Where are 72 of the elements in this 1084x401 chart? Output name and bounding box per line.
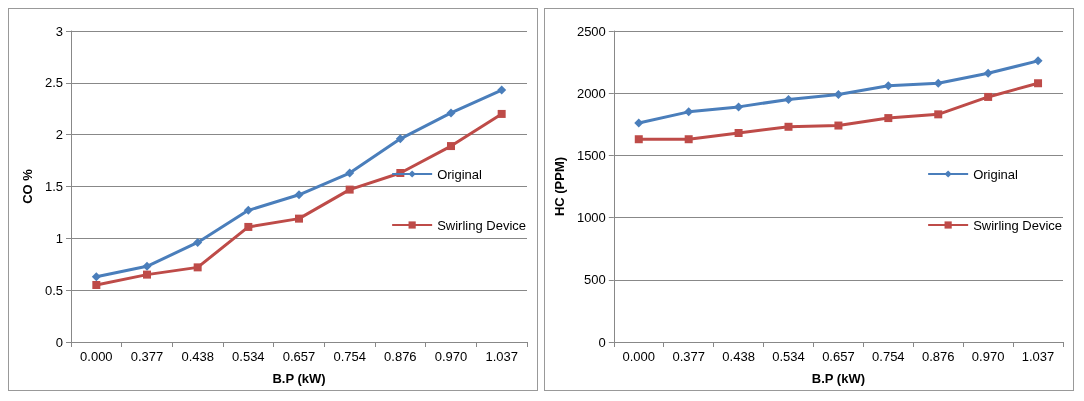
y-tick-label: 2 xyxy=(55,127,63,143)
point xyxy=(497,109,506,118)
point xyxy=(497,85,507,95)
x-tick-label: 1.037 xyxy=(485,349,518,364)
point xyxy=(883,81,893,91)
x-tick-label: 0.438 xyxy=(181,349,214,364)
point xyxy=(295,214,303,223)
legend-label: Original xyxy=(973,166,1019,182)
point xyxy=(934,110,943,119)
point xyxy=(345,168,355,178)
point xyxy=(884,114,893,123)
point xyxy=(243,205,253,215)
point xyxy=(734,102,744,112)
x-tick-label: 0.970 xyxy=(971,349,1005,364)
y-tick-label: 2.5 xyxy=(44,75,63,91)
legend-label: Swirling Device xyxy=(973,217,1063,233)
point xyxy=(395,134,405,144)
point xyxy=(634,135,643,144)
x-tick-label: 0.534 xyxy=(772,349,805,364)
y-tick-label: 2000 xyxy=(576,85,606,101)
x-tick-label: 0.534 xyxy=(232,349,265,364)
y-tick-label: 1 xyxy=(55,230,63,246)
x-tick-label: 0.377 xyxy=(672,349,705,364)
x-tick-label: 0.876 xyxy=(921,349,955,364)
point xyxy=(834,121,843,130)
y-tick-label: 2500 xyxy=(576,23,606,39)
y-tick-label: 1000 xyxy=(576,210,606,226)
y-axis-title: HC (PPM) xyxy=(552,156,567,217)
y-tick-label: 1500 xyxy=(576,147,606,163)
point xyxy=(634,118,644,128)
point xyxy=(193,263,202,272)
point xyxy=(983,68,993,78)
legend-label: Original xyxy=(437,166,483,182)
x-tick-label: 0.000 xyxy=(622,349,656,364)
x-tick-label: 0.754 xyxy=(333,349,366,364)
point xyxy=(784,122,793,131)
point xyxy=(734,129,743,138)
x-tick-label: 1.037 xyxy=(1021,349,1055,364)
y-tick-label: 1.5 xyxy=(44,179,63,194)
y-tick-label: 3 xyxy=(55,23,63,39)
y-tick-label: 0 xyxy=(598,334,606,350)
point xyxy=(984,92,993,101)
point xyxy=(684,107,694,117)
point xyxy=(143,270,151,279)
x-tick-label: 0.438 xyxy=(722,349,755,364)
point xyxy=(1033,56,1043,66)
point xyxy=(784,94,793,104)
point xyxy=(193,237,203,247)
x-tick-label: 0.377 xyxy=(130,349,164,364)
x-tick-label: 0.970 xyxy=(434,349,468,364)
x-tick-label: 0.876 xyxy=(384,349,417,364)
x-tick-label: 0.657 xyxy=(282,349,316,364)
y-axis-title: CO % xyxy=(20,168,36,204)
point xyxy=(1034,79,1043,88)
legend-label: Swirling Device xyxy=(437,217,527,233)
point xyxy=(92,280,101,289)
x-tick-label: 0.000 xyxy=(80,349,113,364)
y-tick-label: 0 xyxy=(55,334,63,350)
point xyxy=(684,135,693,144)
point xyxy=(244,222,253,231)
point xyxy=(294,190,304,200)
x-axis-title: B.P (kW) xyxy=(272,371,326,386)
point xyxy=(91,272,101,282)
point xyxy=(345,185,354,194)
y-tick-label: 500 xyxy=(584,272,606,288)
x-tick-label: 0.657 xyxy=(822,349,855,364)
point xyxy=(142,261,152,271)
point xyxy=(446,108,456,118)
y-tick-label: 0.5 xyxy=(44,282,63,298)
x-axis-title: B.P (kW) xyxy=(811,371,866,386)
point xyxy=(447,142,455,151)
x-tick-label: 0.754 xyxy=(872,349,905,364)
